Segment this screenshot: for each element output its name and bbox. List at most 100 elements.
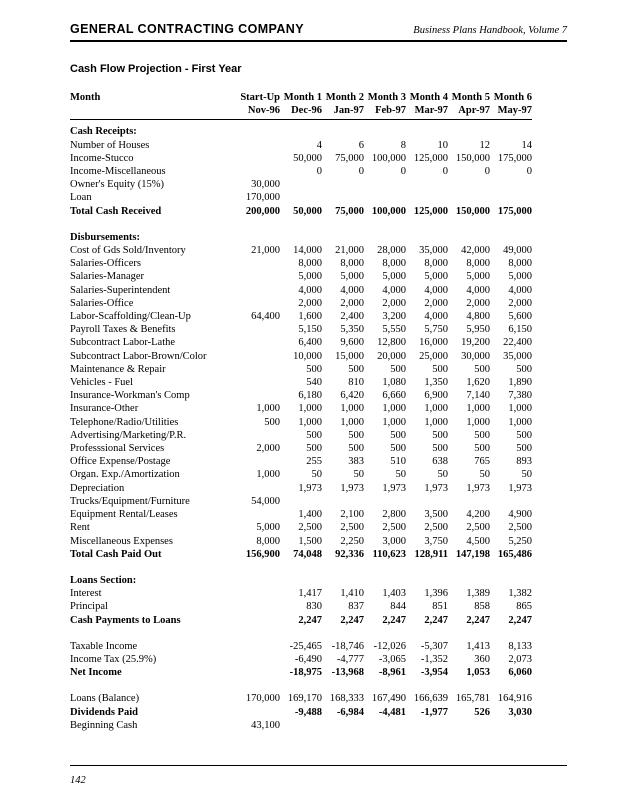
cell	[406, 120, 448, 139]
cell: 4,000	[340, 284, 364, 296]
cell: 500	[306, 443, 322, 455]
cell: 893	[516, 456, 532, 468]
cell: 3,750	[424, 535, 448, 547]
row-label: Subcontract Labor-Lathe	[70, 337, 176, 349]
cell: 100,000	[371, 152, 406, 164]
table-row: Net Income -18,975 -13,968 -8,961 -3,954 1,05…	[70, 666, 532, 679]
cell	[322, 495, 364, 508]
cell	[238, 706, 280, 719]
cell	[238, 284, 280, 297]
book-title-heading: Business Plans Handbook, Volume 7	[413, 25, 567, 36]
table-row: Trucks/Equipment/Furniture 54,000	[70, 495, 532, 508]
cell: 2,247	[340, 614, 364, 626]
table-body: Cash Receipts: Number of Houses 4 6 8 10 12 14 I…	[70, 120, 532, 732]
cell: 500	[390, 443, 406, 455]
column-header: Jan-97	[322, 104, 364, 121]
column-header: Mar-97	[406, 104, 448, 121]
cell	[322, 627, 364, 640]
cell: 50	[353, 469, 365, 481]
table-row: Subcontract Labor-Lathe 6,400 9,600 12,800 1…	[70, 336, 532, 349]
cell: 200,000	[245, 205, 280, 217]
cell	[280, 191, 322, 204]
row-label: Income-Stucco	[70, 152, 134, 164]
row-label: Number of Houses	[70, 139, 150, 151]
cell	[238, 323, 280, 336]
column-header	[70, 104, 238, 121]
cell	[238, 429, 280, 442]
cell: 50	[395, 469, 407, 481]
cell	[238, 587, 280, 600]
cell: 43,100	[251, 719, 280, 731]
cell: 92,336	[335, 548, 364, 560]
row-label: Office Expense/Postage	[70, 456, 171, 468]
cell: 0	[442, 166, 448, 178]
row-label: Advertising/Marketing/P.R.	[70, 429, 187, 441]
cell: 175,000	[497, 205, 532, 217]
cell: 2,500	[466, 522, 490, 534]
row-label: Depreciation	[70, 482, 125, 494]
cell: 2,500	[340, 522, 364, 534]
cell: 164,916	[497, 693, 532, 705]
cell: 1,000	[466, 416, 490, 428]
spacer-row	[70, 627, 532, 640]
cell	[448, 178, 490, 191]
table-row: Miscellaneous Expenses 8,000 1,500 2,250 3,0…	[70, 535, 532, 548]
cell: 1,000	[382, 416, 406, 428]
cell: 500	[432, 429, 448, 441]
row-label: Owner's Equity (15%)	[70, 179, 165, 191]
section-title: Cash Flow Projection - First Year	[70, 63, 242, 75]
cell: 2,000	[298, 297, 322, 309]
cell: 19,200	[461, 337, 490, 349]
cell: 6,150	[508, 324, 532, 336]
cell: 28,000	[377, 245, 406, 257]
cell: 865	[516, 601, 532, 613]
cell: 0	[400, 166, 406, 178]
cell: 169,170	[287, 693, 322, 705]
cell: 830	[306, 601, 322, 613]
cell: 500	[516, 429, 532, 441]
cell: -1,977	[420, 706, 448, 718]
cell	[238, 627, 280, 640]
row-label: Taxable Income	[70, 640, 138, 652]
cell: 50	[311, 469, 323, 481]
row-label: Cash Payments to Loans	[70, 614, 181, 626]
cell	[238, 679, 280, 692]
cell	[238, 455, 280, 468]
cell	[280, 574, 322, 587]
cell: 5,150	[298, 324, 322, 336]
page-footer: 142	[70, 765, 567, 788]
cell	[238, 165, 280, 178]
cell: 2,500	[382, 522, 406, 534]
cell: 2,800	[382, 509, 406, 521]
cell: 1,350	[424, 377, 448, 389]
cell: 125,000	[413, 205, 448, 217]
row-label: Vehicles - Fuel	[70, 377, 133, 389]
cell	[322, 191, 364, 204]
cell: -6,490	[294, 653, 322, 665]
cell: 638	[432, 456, 448, 468]
table-row: Owner's Equity (15%) 30,000	[70, 178, 532, 191]
table-row: Rent 5,000 2,500 2,500 2,500 2,500 2,500 2,500	[70, 521, 532, 534]
cell: 110,623	[372, 548, 406, 560]
row-label: Principal	[70, 601, 108, 613]
cell	[490, 719, 532, 732]
table-row: Principal 830 837 844 851 858 865	[70, 600, 532, 613]
cell: 1,053	[466, 667, 490, 679]
row-label: Organ. Exp./Amortization	[70, 469, 180, 481]
cell: 500	[516, 363, 532, 375]
cell: 8,000	[298, 258, 322, 270]
cell	[322, 679, 364, 692]
cell: 500	[348, 363, 364, 375]
cell: 500	[474, 363, 490, 375]
cell: 10	[437, 139, 449, 151]
cell	[280, 178, 322, 191]
cell: 8,000	[256, 535, 280, 547]
cell: 2,000	[340, 297, 364, 309]
cell: 165,486	[497, 548, 532, 560]
cell	[490, 627, 532, 640]
cell: 1,000	[298, 416, 322, 428]
cell: 1,000	[382, 403, 406, 415]
cell: -12,026	[373, 640, 406, 652]
table-row: Professsional Services 2,000 500 500 500 500 5…	[70, 442, 532, 455]
cell: 12	[479, 139, 491, 151]
